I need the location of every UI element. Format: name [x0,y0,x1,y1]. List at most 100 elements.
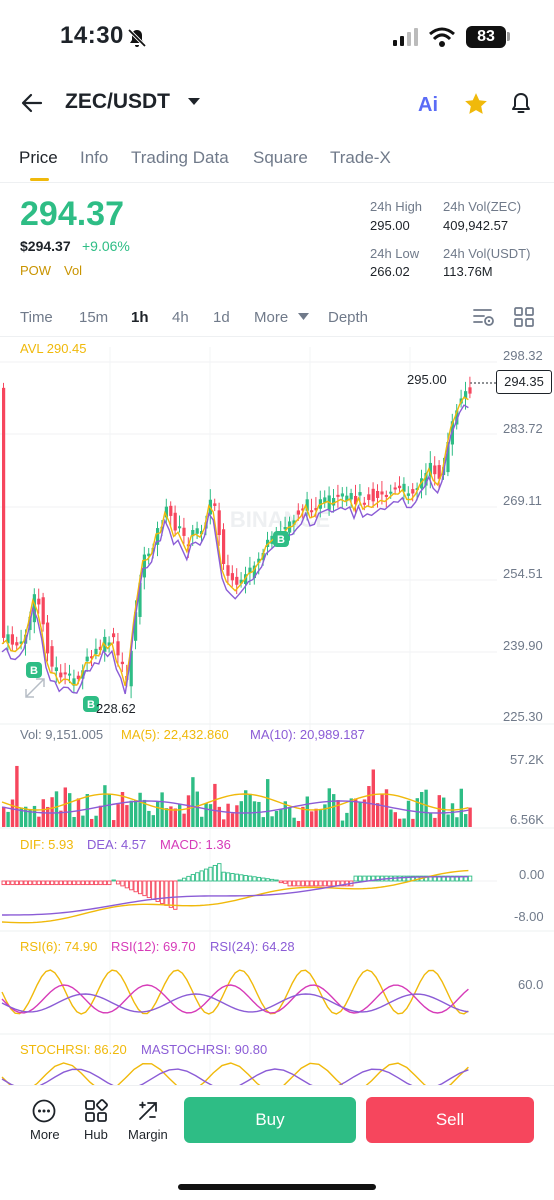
macd-bar [23,880,28,886]
candle-body [164,506,168,518]
macd-bar [353,875,358,882]
volume-bar [50,797,54,827]
candle-body [239,579,243,584]
vol-axis-label: 6.56K [510,812,544,827]
candle-body [68,673,72,676]
volume-bar [257,801,261,827]
volume-bar [354,798,358,827]
tab-square[interactable]: Square [253,148,308,167]
candle-body [358,492,362,496]
interval-1h[interactable]: 1h [131,309,149,326]
candle-body [292,520,296,525]
macd-axis-label: -8.00 [514,909,544,924]
buy-button[interactable]: Buy [184,1097,356,1143]
ma-line [1,404,469,695]
watermark: BINANCE [230,507,330,532]
macd-value: MACD: 1.36 [160,837,231,852]
tab-trading-data[interactable]: Trading Data [131,148,229,167]
macd-bar [243,875,248,882]
more-caret-icon[interactable] [298,313,309,321]
macd-bar [274,879,279,882]
macd-axis-label: 0.00 [519,867,545,882]
macd-bar [437,875,442,882]
macd-bar [190,874,196,882]
candle-body [261,552,265,560]
macd-bar [225,872,231,882]
macd-bar [133,880,138,893]
volume-bar [398,818,402,827]
volume-bar [10,799,15,827]
candle-body [54,667,58,672]
dropdown-caret-icon[interactable] [187,97,201,107]
tab-price[interactable]: Price [19,148,58,167]
tag-vol[interactable]: Vol [64,263,83,278]
signal-icon [393,28,418,46]
volume-bar [28,809,32,827]
layout-grid-icon[interactable] [514,307,534,327]
macd-bar [14,880,20,886]
volume-bar [186,795,191,827]
sell-button[interactable]: Sell [366,1097,534,1143]
bell-slash-icon [127,28,147,48]
hub-icon[interactable] [84,1099,108,1123]
macd-bar [309,880,314,887]
stoch-line [1,1062,469,1087]
pair-title[interactable]: ZEC/USDT [65,90,170,113]
candle-body [437,465,441,479]
interval-more[interactable]: More [254,309,289,326]
tag-pow[interactable]: POW [20,263,52,278]
mastochrsi: MASTOCHRSI: 90.80 [141,1042,268,1057]
more-label[interactable]: More [30,1127,60,1142]
tab-info[interactable]: Info [80,148,109,167]
candle-body [252,565,256,579]
tab-trade-x[interactable]: Trade-X [330,148,391,167]
interval-1d[interactable]: 1d [213,309,230,326]
volume-bar [428,812,433,827]
macd-bar [98,880,103,886]
macd-bar [181,877,187,882]
back-arrow-icon[interactable] [20,91,44,115]
ai-icon[interactable]: Ai [418,94,438,116]
indicator-settings-icon[interactable] [473,307,495,327]
candle-body [213,503,217,506]
vol-value: Vol: 9,151.005 [20,727,104,742]
volume-bar [296,820,301,827]
low-label: 24h Low [370,246,420,261]
volume-bar [120,791,125,827]
candle-body [147,553,151,557]
margin-label[interactable]: Margin [128,1127,168,1142]
vol-quote-label: 24h Vol(USDT) [443,246,531,261]
volume-bar [468,807,472,827]
volume-bar [204,803,208,827]
candle-body [2,387,6,638]
volume-bar [450,803,455,827]
macd-bar [45,880,50,886]
low-value: 266.02 [370,264,410,279]
volume-bar [340,820,345,827]
macd-bar [19,880,24,886]
favorite-star-icon[interactable] [463,91,489,117]
candle-body [340,493,344,497]
candle-body [380,491,384,495]
vol-ma-line [1,800,469,814]
volume-bar [85,794,89,827]
depth-button[interactable]: Depth [328,309,369,326]
margin-icon[interactable] [136,1099,160,1123]
ma-line [1,396,469,687]
candle-body [393,487,397,490]
interval-time[interactable]: Time [20,309,53,326]
candle-body [402,483,406,492]
rsi-axis-label: 60.0 [518,977,544,992]
alert-bell-icon[interactable] [509,91,533,117]
macd-bar [371,875,376,882]
more-icon[interactable] [32,1099,56,1123]
hub-label[interactable]: Hub [84,1127,108,1142]
interval-15m[interactable]: 15m [79,309,109,326]
kline-chart[interactable]: BINANCE B B B [0,337,554,1087]
interval-4h[interactable]: 4h [172,309,189,326]
volume-bar [424,789,428,827]
macd-bar [239,874,244,882]
candle-body [10,634,14,645]
macd-bar [142,880,147,897]
volume-bar [160,792,164,827]
